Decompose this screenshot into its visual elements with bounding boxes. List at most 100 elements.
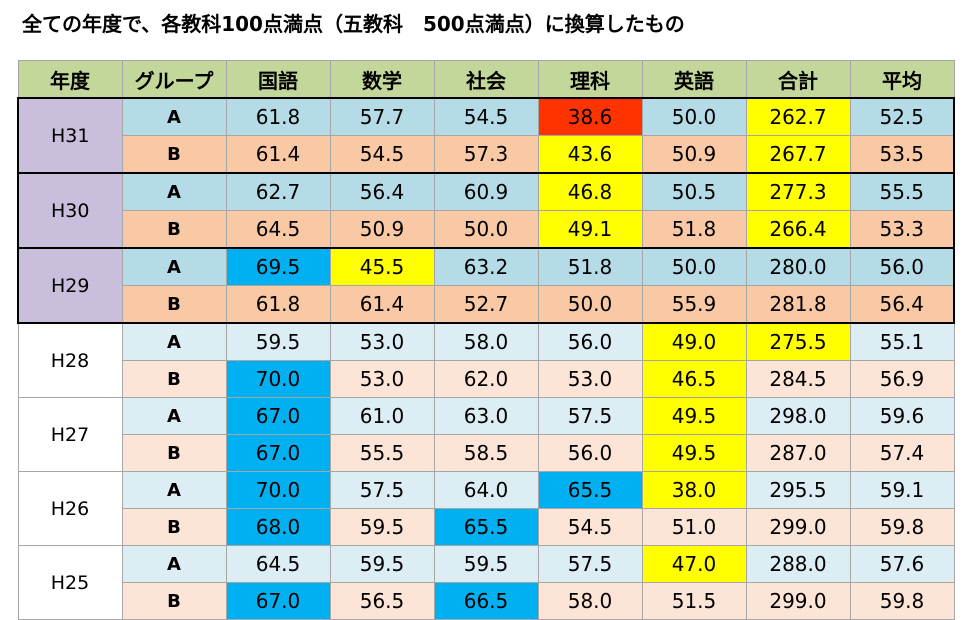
score-cell: 53.3 [849,210,955,249]
table-row: H28 A 59.5 53.0 58.0 56.0 49.0 275.5 55.1 [17,322,955,398]
column-header: 数学 [329,60,435,99]
score-cell: 59.1 [849,471,955,509]
score-cell: 288.0 [745,545,851,583]
score-cell: 56.0 [537,434,643,472]
group-cell: A [121,397,227,435]
score-cell: 62.7 [225,172,331,211]
score-cell: 61.4 [329,285,435,324]
score-cell: 49.5 [641,434,747,472]
score-cell: 65.5 [537,471,643,509]
score-cell: 51.8 [641,210,747,249]
score-cell: 67.0 [225,397,331,435]
column-header: グループ [121,60,227,99]
group-cell: A [121,247,227,286]
score-cell: 50.5 [641,172,747,211]
table-row: B 64.5 50.9 50.0 49.1 51.8 266.4 53.3 [18,210,955,249]
score-cell: 287.0 [745,434,851,472]
year-cell: H26 [17,471,123,546]
year-cell: H28 [17,322,123,398]
score-cell: 64.0 [433,471,539,509]
score-cell: 56.4 [849,285,955,324]
column-header: 合計 [745,60,851,99]
score-cell: 38.0 [641,471,747,509]
score-cell: 54.5 [537,508,643,546]
score-cell: 49.5 [641,397,747,435]
score-cell: 56.9 [849,360,955,398]
score-cell: 59.5 [433,545,539,583]
score-cell: 54.5 [433,97,539,136]
score-cell: 57.3 [433,135,539,174]
score-cell: 64.5 [225,210,331,249]
score-cell: 50.9 [641,135,747,174]
year-cell: H31 [17,97,123,174]
score-cell: 61.4 [225,135,331,174]
score-cell: 57.6 [849,545,955,583]
score-cell: 55.5 [849,172,955,211]
table-row: B 68.0 59.5 65.5 54.5 51.0 299.0 59.8 [18,508,955,546]
score-cell: 60.9 [433,172,539,211]
score-cell: 50.9 [329,210,435,249]
group-cell: A [121,322,227,361]
score-cell: 61.8 [225,285,331,324]
score-cell: 53.0 [537,360,643,398]
column-header: 社会 [433,60,539,99]
score-cell: 52.5 [849,97,955,136]
score-cell: 63.0 [433,397,539,435]
table-row: B 67.0 55.5 58.5 56.0 49.5 287.0 57.4 [18,434,955,472]
score-cell: 58.5 [433,434,539,472]
score-cell: 57.5 [537,397,643,435]
score-cell: 67.0 [225,434,331,472]
score-cell: 299.0 [745,508,851,546]
score-cell: 59.5 [329,508,435,546]
score-cell: 280.0 [745,247,851,286]
score-cell: 267.7 [745,135,851,174]
group-cell: B [121,434,227,472]
year-cell: H25 [17,545,123,620]
score-cell: 70.0 [225,471,331,509]
year-cell: H30 [17,172,123,249]
score-cell: 59.6 [849,397,955,435]
score-cell: 57.4 [849,434,955,472]
score-cell: 53.0 [329,360,435,398]
group-cell: A [121,172,227,211]
table-row: B 70.0 53.0 62.0 53.0 46.5 284.5 56.9 [18,360,955,398]
column-header: 理科 [537,60,643,99]
score-cell: 63.2 [433,247,539,286]
table-row: H29 A 69.5 45.5 63.2 51.8 50.0 280.0 56.0 [17,247,955,324]
column-header: 国語 [225,60,331,99]
score-cell: 69.5 [225,247,331,286]
score-cell: 47.0 [641,545,747,583]
score-cell: 38.6 [537,97,643,136]
score-cell: 54.5 [329,135,435,174]
score-cell: 45.5 [329,247,435,286]
score-cell: 61.8 [225,97,331,136]
column-header: 平均 [849,60,955,99]
table-body: H31 A 61.8 57.7 54.5 38.6 50.0 262.7 52.5 B 61.4 54… [17,97,955,620]
score-cell: 70.0 [225,360,331,398]
score-cell: 281.8 [745,285,851,324]
group-cell: A [121,97,227,136]
table-row: B 61.8 61.4 52.7 50.0 55.9 281.8 56.4 [18,285,955,324]
page-title: 全ての年度で、各教科100点満点（五教科 500点満点）に換算したもの [22,12,685,36]
score-cell: 61.0 [329,397,435,435]
table-row: B 61.4 54.5 57.3 43.6 50.9 267.7 53.5 [18,135,955,174]
score-cell: 62.0 [433,360,539,398]
group-cell: B [121,135,227,174]
score-cell: 59.5 [225,322,331,361]
score-cell: 50.0 [641,247,747,286]
column-header: 年度 [17,60,123,99]
score-cell: 51.0 [641,508,747,546]
score-cell: 57.5 [329,471,435,509]
score-cell: 50.0 [537,285,643,324]
score-cell: 50.0 [433,210,539,249]
score-cell: 43.6 [537,135,643,174]
score-cell: 58.0 [433,322,539,361]
group-cell: B [121,285,227,324]
score-cell: 49.1 [537,210,643,249]
score-cell: 56.4 [329,172,435,211]
score-cell: 295.5 [745,471,851,509]
score-cell: 266.4 [745,210,851,249]
score-cell: 51.8 [537,247,643,286]
group-cell: A [121,545,227,583]
score-cell: 49.0 [641,322,747,361]
